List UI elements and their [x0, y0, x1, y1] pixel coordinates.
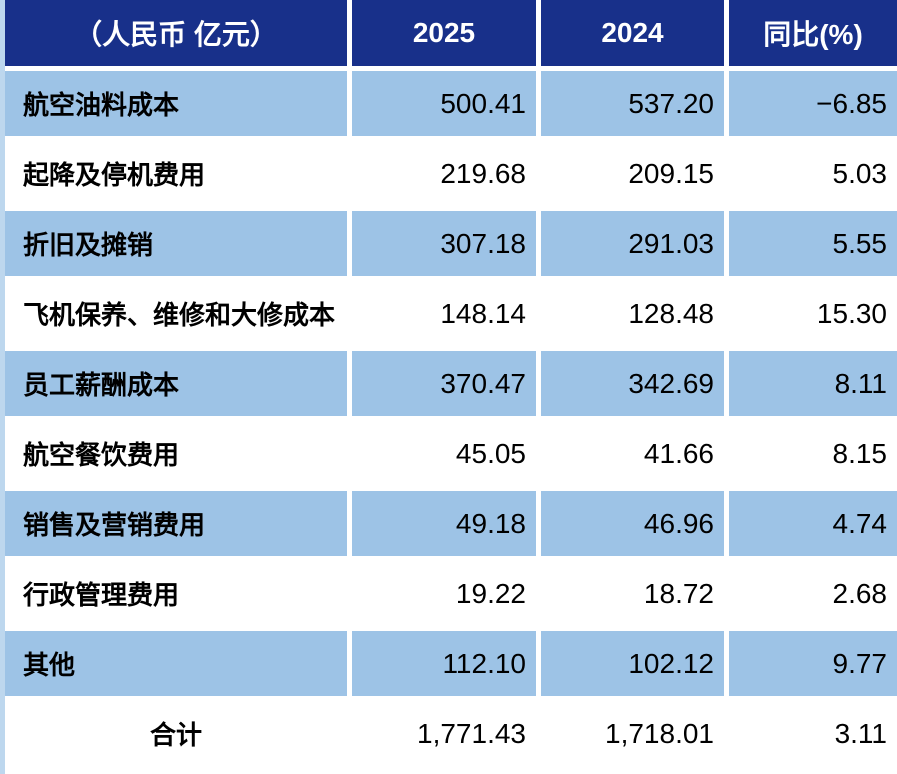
- value-yoy: 15.30: [729, 281, 897, 346]
- table-row: 航空餐饮费用 45.05 41.66 8.15: [5, 421, 897, 486]
- header-cell-unit: （人民币 亿元）: [5, 0, 347, 66]
- header-cell-yoy: 同比(%): [729, 0, 897, 66]
- value-2024: 41.66: [541, 421, 724, 486]
- table-row: 其他 112.10 102.12 9.77: [5, 631, 897, 696]
- table-row: 飞机保养、维修和大修成本 148.14 128.48 15.30: [5, 281, 897, 346]
- value-2025: 148.14: [352, 281, 536, 346]
- table-row: 折旧及摊销 307.18 291.03 5.55: [5, 211, 897, 276]
- value-yoy: 5.03: [729, 141, 897, 206]
- value-2024: 46.96: [541, 491, 724, 556]
- table-row: 员工薪酬成本 370.47 342.69 8.11: [5, 351, 897, 416]
- value-2025: 370.47: [352, 351, 536, 416]
- header-cell-2025: 2025: [352, 0, 536, 66]
- row-label: 航空油料成本: [5, 71, 347, 136]
- row-label: 其他: [5, 631, 347, 696]
- row-label: 飞机保养、维修和大修成本: [5, 281, 347, 346]
- value-2024: 128.48: [541, 281, 724, 346]
- table-header-row: （人民币 亿元） 2025 2024 同比(%): [5, 0, 897, 66]
- value-yoy: 4.74: [729, 491, 897, 556]
- row-label: 起降及停机费用: [5, 141, 347, 206]
- total-label: 合计: [5, 701, 347, 766]
- value-yoy: 2.68: [729, 561, 897, 626]
- row-label: 航空餐饮费用: [5, 421, 347, 486]
- total-value-2024: 1,718.01: [541, 701, 724, 766]
- value-yoy: 9.77: [729, 631, 897, 696]
- table-total-row: 合计 1,771.43 1,718.01 3.11: [5, 701, 897, 766]
- value-yoy: −6.85: [729, 71, 897, 136]
- value-2025: 307.18: [352, 211, 536, 276]
- value-2024: 102.12: [541, 631, 724, 696]
- value-2025: 500.41: [352, 71, 536, 136]
- table-row: 航空油料成本 500.41 537.20 −6.85: [5, 71, 897, 136]
- value-yoy: 8.15: [729, 421, 897, 486]
- value-2025: 112.10: [352, 631, 536, 696]
- value-2024: 291.03: [541, 211, 724, 276]
- total-value-yoy: 3.11: [729, 701, 897, 766]
- value-2024: 18.72: [541, 561, 724, 626]
- row-label: 员工薪酬成本: [5, 351, 347, 416]
- value-yoy: 5.55: [729, 211, 897, 276]
- row-label: 行政管理费用: [5, 561, 347, 626]
- value-2024: 209.15: [541, 141, 724, 206]
- table-row: 销售及营销费用 49.18 46.96 4.74: [5, 491, 897, 556]
- value-2025: 45.05: [352, 421, 536, 486]
- value-yoy: 8.11: [729, 351, 897, 416]
- table-row: 行政管理费用 19.22 18.72 2.68: [5, 561, 897, 626]
- value-2025: 19.22: [352, 561, 536, 626]
- header-cell-2024: 2024: [541, 0, 724, 66]
- row-label: 折旧及摊销: [5, 211, 347, 276]
- table-row: 起降及停机费用 219.68 209.15 5.03: [5, 141, 897, 206]
- total-value-2025: 1,771.43: [352, 701, 536, 766]
- row-label: 销售及营销费用: [5, 491, 347, 556]
- value-2025: 219.68: [352, 141, 536, 206]
- value-2024: 342.69: [541, 351, 724, 416]
- value-2024: 537.20: [541, 71, 724, 136]
- value-2025: 49.18: [352, 491, 536, 556]
